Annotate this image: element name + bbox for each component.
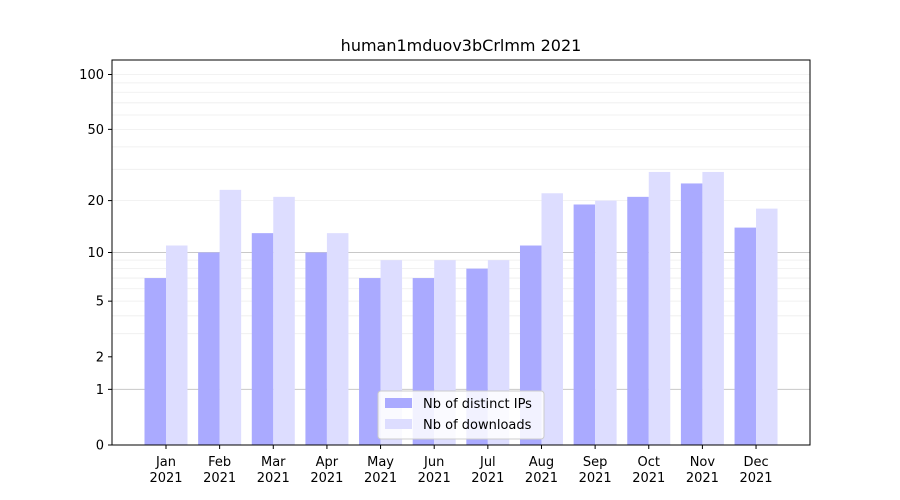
bar-distinct-ips [627,196,649,445]
x-tick-label-month: Apr [316,455,339,470]
bar-downloads [166,245,188,445]
legend-swatch [385,398,412,408]
bar-downloads [273,196,295,445]
x-tick-label-month: Jun [423,455,444,470]
y-tick-label: 10 [87,246,104,261]
bar-downloads [326,233,349,445]
bar-distinct-ips [734,227,757,445]
x-tick-label-year: 2021 [739,471,772,486]
legend-swatch [385,419,412,429]
x-tick-label-year: 2021 [310,471,343,486]
x-axis: Jan2021Feb2021Mar2021Apr2021May2021Jun20… [149,445,773,486]
bar-downloads [756,208,778,445]
bar-downloads [648,171,671,445]
legend-label: Nb of downloads [423,418,532,433]
y-tick-label: 0 [96,439,104,454]
x-tick-label-year: 2021 [257,471,290,486]
bar-downloads [702,171,724,445]
bar-distinct-ips [251,233,274,445]
y-tick-label: 5 [96,295,104,310]
x-tick-label-year: 2021 [203,471,236,486]
legend: Nb of distinct IPs Nb of downloads [377,390,545,440]
x-tick-label-month: Mar [261,455,286,470]
bar-distinct-ips [359,278,381,445]
y-tick-label: 1 [96,383,104,398]
y-tick-label: 2 [96,350,104,365]
x-tick-label-month: Aug [529,455,554,470]
legend-box [377,390,545,440]
x-tick-label-year: 2021 [149,471,182,486]
x-tick-label-month: Nov [690,455,716,470]
bar-downloads [541,193,563,445]
chart-title: human1mduov3bCrlmm 2021 [341,36,582,55]
y-axis: 0 1 2 5 10 20 50 100 [79,68,112,454]
x-tick-label-month: Sep [583,455,608,470]
x-tick-label-month: Jul [479,455,496,470]
x-tick-label-year: 2021 [364,471,397,486]
bar-distinct-ips [680,183,703,445]
bar-downloads [595,200,617,445]
bar-distinct-ips [144,278,166,445]
plot-area-frame [111,59,811,446]
x-tick-label-month: Jan [155,455,176,470]
bar-distinct-ips [305,252,327,445]
y-tick-label: 100 [79,68,104,83]
x-tick-label-month: May [367,455,394,470]
x-tick-label-year: 2021 [632,471,665,486]
x-tick-label-year: 2021 [418,471,451,486]
x-tick-label-month: Feb [208,455,231,470]
x-tick-label-year: 2021 [686,471,719,486]
x-tick-label-year: 2021 [471,471,504,486]
x-tick-label-year: 2021 [525,471,558,486]
y-tick-label: 20 [87,194,104,209]
x-tick-label-year: 2021 [579,471,612,486]
y-tick-label: 50 [87,123,104,138]
bar-downloads [219,189,242,445]
bar-distinct-ips [573,204,596,445]
x-tick-label-month: Dec [743,455,768,470]
legend-label: Nb of distinct IPs [423,397,532,412]
bar-distinct-ips [198,252,220,445]
x-tick-label-month: Oct [638,455,660,470]
